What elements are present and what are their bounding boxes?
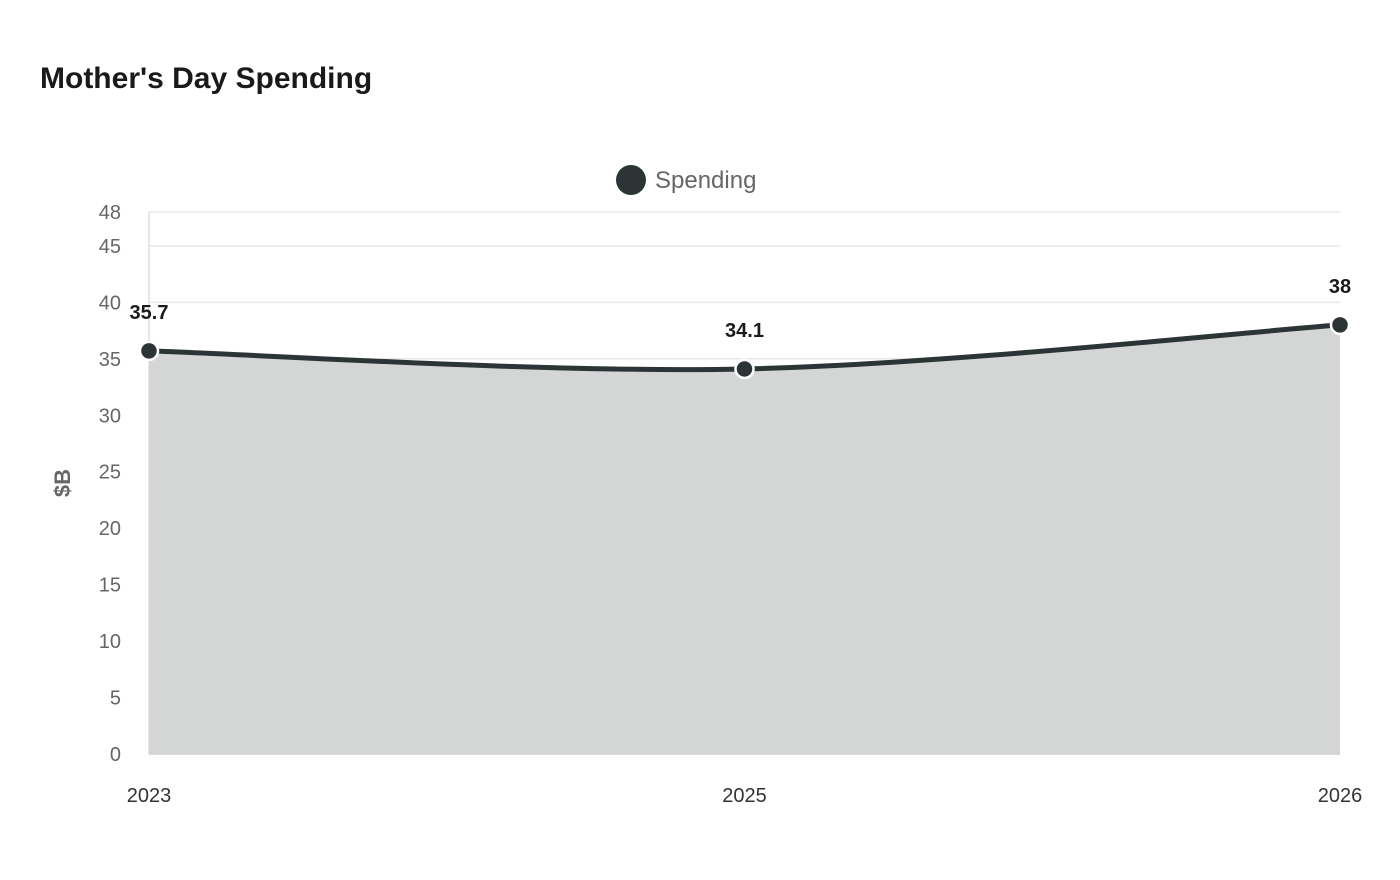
x-tick-label: 2026 — [1318, 785, 1363, 807]
y-tick-label: 40 — [99, 292, 121, 314]
data-label: 38 — [1329, 276, 1351, 298]
y-tick-label: 35 — [99, 349, 121, 371]
y-tick-label: 48 — [99, 202, 121, 224]
y-axis-label: $B — [50, 469, 75, 497]
data-label: 34.1 — [725, 320, 764, 342]
y-tick-label: 5 — [110, 688, 121, 710]
y-tick-label: 0 — [110, 744, 121, 766]
y-tick-label: 30 — [99, 405, 121, 427]
data-point — [734, 358, 755, 380]
area-fill — [149, 324, 1340, 754]
y-tick-label: 10 — [99, 631, 121, 653]
y-tick-label: 25 — [99, 462, 121, 484]
legend-label: Spending — [655, 167, 756, 194]
y-tick-label: 15 — [99, 575, 121, 597]
chart-title: Mother's Day Spending — [40, 62, 373, 95]
x-tick-label: 2023 — [127, 785, 172, 807]
data-point — [1329, 314, 1351, 336]
y-tick-label: 45 — [99, 236, 121, 258]
data-point — [138, 340, 160, 362]
legend-marker — [616, 165, 646, 195]
data-label: 35.7 — [130, 302, 169, 324]
y-tick-label: 20 — [99, 518, 121, 540]
x-tick-label: 2025 — [722, 785, 767, 807]
